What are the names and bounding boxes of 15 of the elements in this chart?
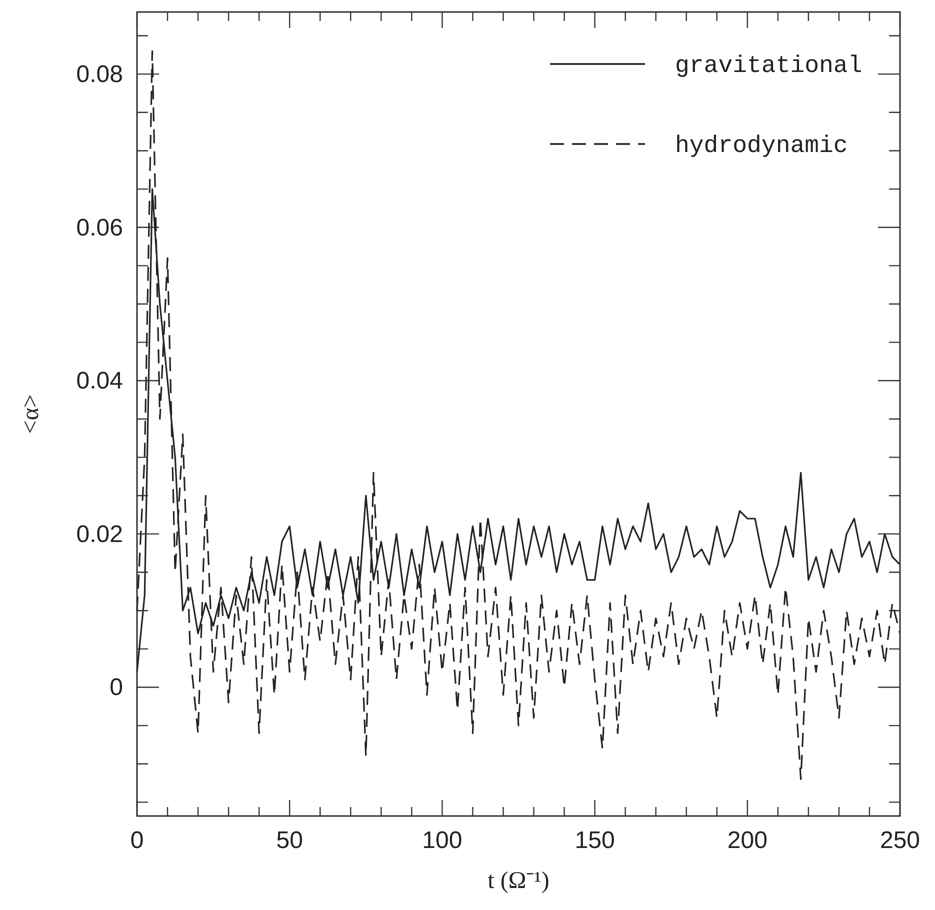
y-tick-label: 0.08 [76, 61, 123, 88]
x-tick-label: 250 [880, 827, 920, 854]
legend-label: gravitational [675, 53, 862, 80]
y-axis-title: <α> [18, 394, 44, 434]
x-tick-label: 200 [727, 827, 768, 854]
x-axis-title: t (Ω⁻¹) [488, 868, 550, 894]
x-tick-label: 100 [422, 827, 462, 854]
y-tick-label: 0.04 [76, 368, 123, 395]
x-tick-label: 0 [130, 827, 144, 854]
legend-label: hydrodynamic [675, 133, 848, 160]
y-tick-label: 0.06 [76, 214, 123, 242]
x-tick-label: 50 [276, 827, 303, 854]
y-tick-label: 0.02 [76, 520, 123, 548]
y-tick-label: 0 [110, 674, 123, 702]
x-tick-label: 150 [574, 827, 615, 854]
